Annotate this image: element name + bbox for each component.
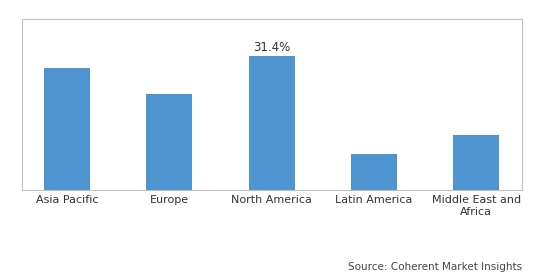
Bar	[44, 68, 90, 190]
Bar	[249, 56, 295, 190]
Bar	[453, 135, 499, 190]
Text: Source: Coherent Market Insights: Source: Coherent Market Insights	[348, 262, 522, 272]
Bar	[146, 94, 193, 190]
Text: 31.4%: 31.4%	[253, 41, 291, 54]
Bar	[351, 154, 397, 190]
